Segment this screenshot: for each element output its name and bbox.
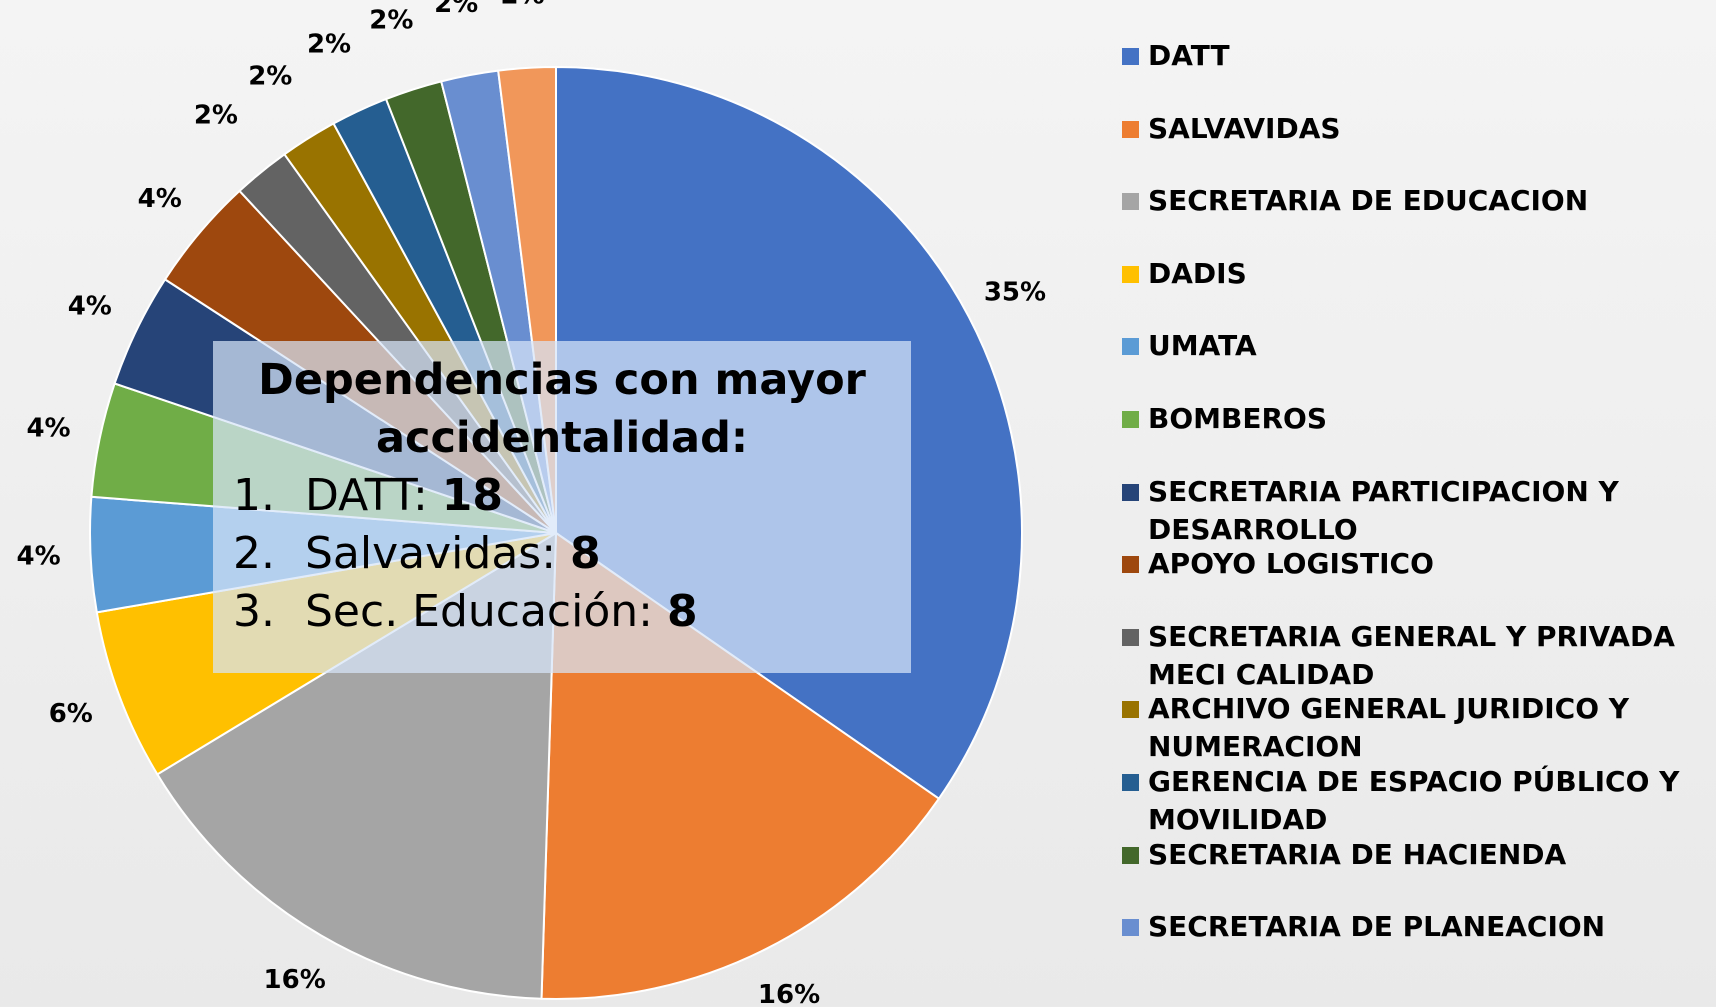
item-value: 8: [570, 528, 601, 579]
item-label: DATT:: [305, 470, 428, 521]
legend-swatch: [1122, 847, 1139, 864]
item-value: 18: [442, 470, 503, 521]
legend-swatch: [1122, 338, 1139, 355]
data-label: 2%: [369, 5, 413, 35]
legend-label: GERENCIA DE ESPACIO PÚBLICO Y MOVILIDAD: [1148, 765, 1679, 836]
data-label: 16%: [758, 980, 820, 1007]
legend-entry: SECRETARIA DE EDUCACION: [1122, 182, 1716, 220]
legend-entry: SECRETARIA PARTICIPACION Y DESARROLLO: [1122, 473, 1716, 549]
summary-item: 2.Salvavidas: 8: [233, 525, 911, 583]
legend-entry: UMATA: [1122, 327, 1716, 365]
data-label: 4%: [138, 184, 182, 214]
item-label: Salvavidas:: [305, 528, 556, 579]
summary-item: 3.Sec. Educación: 8: [233, 583, 911, 641]
summary-title: Dependencias con mayor accidentalidad:: [213, 351, 911, 467]
item-value: 8: [667, 586, 698, 637]
item-marker: 2.: [233, 525, 305, 583]
item-marker: 1.: [233, 467, 305, 525]
legend-swatch: [1122, 193, 1139, 210]
legend-label: BOMBEROS: [1148, 402, 1327, 435]
legend-label: SECRETARIA PARTICIPACION Y DESARROLLO: [1148, 475, 1619, 546]
legend-entry: APOYO LOGISTICO: [1122, 545, 1716, 583]
data-label: 2%: [500, 0, 544, 11]
legend-label: SECRETARIA DE EDUCACION: [1148, 184, 1588, 217]
legend-entry: DATT: [1122, 37, 1716, 75]
legend-entry: SALVAVIDAS: [1122, 110, 1716, 148]
item-marker: 3.: [233, 583, 305, 641]
legend-swatch: [1122, 121, 1139, 138]
legend-swatch: [1122, 701, 1139, 718]
legend-entry: GERENCIA DE ESPACIO PÚBLICO Y MOVILIDAD: [1122, 763, 1716, 839]
legend-swatch: [1122, 774, 1139, 791]
legend-label: SALVAVIDAS: [1148, 112, 1341, 145]
data-label: 35%: [984, 277, 1046, 307]
data-label: 2%: [434, 0, 478, 19]
data-label: 4%: [16, 542, 60, 572]
data-label: 2%: [307, 30, 351, 60]
page: 35% 16% 16% 6% 4% 4% 4% 4% 2% 2% 2% 2% 2% 2% DATT SALV…: [0, 0, 1716, 1007]
legend-label: DATT: [1148, 39, 1230, 72]
legend-entry: SECRETARIA GENERAL Y PRIVADA MECI CALIDA…: [1122, 618, 1716, 694]
legend-entry: BOMBEROS: [1122, 400, 1716, 438]
data-label: 16%: [264, 965, 326, 995]
legend-label: UMATA: [1148, 329, 1257, 362]
legend-swatch: [1122, 48, 1139, 65]
summary-item: 1.DATT: 18: [233, 467, 911, 525]
summary-box: Dependencias con mayor accidentalidad: 1…: [213, 341, 911, 673]
legend-label: SECRETARIA DE HACIENDA: [1148, 838, 1566, 871]
legend-label: SECRETARIA DE PLANEACION: [1148, 910, 1605, 943]
legend-label: SECRETARIA GENERAL Y PRIVADA MECI CALIDA…: [1148, 620, 1675, 691]
item-label: Sec. Educación:: [305, 586, 653, 637]
data-label: 4%: [68, 292, 112, 322]
legend-entry: SECRETARIA DE PLANEACION: [1122, 908, 1716, 946]
legend-swatch: [1122, 919, 1139, 936]
legend-entry: ARCHIVO GENERAL JURIDICO Y NUMERACION: [1122, 690, 1716, 766]
legend-label: DADIS: [1148, 257, 1247, 290]
legend-swatch: [1122, 556, 1139, 573]
data-label: 4%: [26, 413, 70, 443]
legend-label: APOYO LOGISTICO: [1148, 547, 1434, 580]
data-label: 2%: [248, 62, 292, 92]
legend-entry: DADIS: [1122, 255, 1716, 293]
legend-swatch: [1122, 484, 1139, 501]
legend-swatch: [1122, 411, 1139, 428]
data-label: 6%: [49, 699, 93, 729]
legend-swatch: [1122, 266, 1139, 283]
legend-swatch: [1122, 629, 1139, 646]
legend-label: ARCHIVO GENERAL JURIDICO Y NUMERACION: [1148, 692, 1629, 763]
data-label: 2%: [194, 101, 238, 131]
legend-entry: SECRETARIA DE HACIENDA: [1122, 836, 1716, 874]
